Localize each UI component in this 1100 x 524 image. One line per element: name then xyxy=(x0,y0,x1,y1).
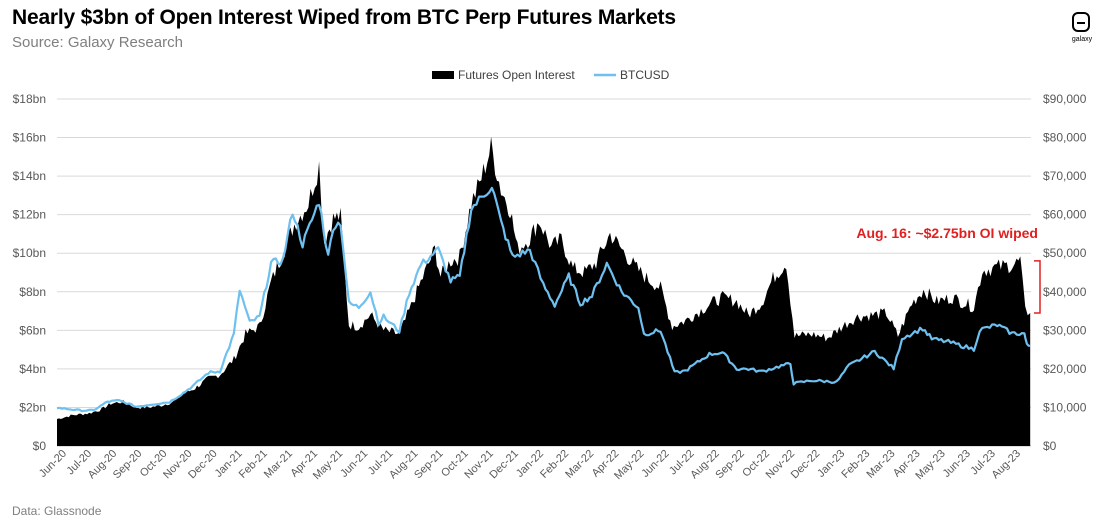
y-right-tick-label: $50,000 xyxy=(1043,246,1087,260)
y-right-tick-label: $80,000 xyxy=(1043,131,1087,145)
galaxy-logo: galaxy xyxy=(1068,12,1096,48)
chart-subtitle: Source: Galaxy Research xyxy=(12,34,183,51)
x-tick-label: Mar-23 xyxy=(864,448,897,481)
y-right-tick-label: $40,000 xyxy=(1043,285,1087,299)
y-left-tick-label: $6bn xyxy=(19,323,46,337)
chart-title: Nearly $3bn of Open Interest Wiped from … xyxy=(12,6,676,29)
legend: Futures Open Interest BTCUSD xyxy=(432,68,670,82)
x-tick-label: Dec-21 xyxy=(487,448,521,482)
y-right-tick-label: $20,000 xyxy=(1043,362,1087,376)
y-left-tick-label: $12bn xyxy=(13,208,46,222)
y-left-tick-label: $18bn xyxy=(13,92,46,106)
y-left-tick-label: $2bn xyxy=(19,400,46,414)
y-right-tick-label: $70,000 xyxy=(1043,169,1087,183)
y-right-tick-label: $90,000 xyxy=(1043,92,1087,106)
y-left-tick-label: $0 xyxy=(33,439,47,453)
series-btcusd xyxy=(56,186,1031,413)
y-right-tick-label: $0 xyxy=(1043,439,1057,453)
y-right-tick-label: $10,000 xyxy=(1043,400,1087,414)
x-tick-label: Jun-22 xyxy=(639,448,671,480)
annotation-label: Aug. 16: ~$2.75bn OI wiped xyxy=(856,225,1038,241)
y-right-tick-label: $30,000 xyxy=(1043,323,1087,337)
data-source-footer: Data: Glassnode xyxy=(12,504,102,518)
y-left-tick-label: $8bn xyxy=(19,285,46,299)
legend-label-btcusd: BTCUSD xyxy=(620,68,670,82)
x-tick-label: Jun-21 xyxy=(338,448,370,480)
y-left-tick-label: $4bn xyxy=(19,362,46,376)
y-left-tick-label: $10bn xyxy=(13,246,46,260)
x-tick-label: Dec-22 xyxy=(789,448,823,482)
x-tick-label: Jun-23 xyxy=(941,448,973,480)
y-right-tick-label: $60,000 xyxy=(1043,208,1087,222)
logo-text: galaxy xyxy=(1071,36,1093,43)
legend-label-futures-open-interest: Futures Open Interest xyxy=(458,68,575,82)
y-left-tick-label: $16bn xyxy=(13,131,46,145)
annotation-bracket xyxy=(1034,260,1041,314)
x-tick-label: Mar-21 xyxy=(262,448,295,481)
x-tick-label: Dec-20 xyxy=(186,448,220,482)
x-tick-label: Mar-22 xyxy=(563,448,596,481)
galaxy-logo-icon xyxy=(1072,12,1090,32)
y-left-tick-label: $14bn xyxy=(13,169,46,183)
x-tick-label: Sep-20 xyxy=(111,448,145,482)
series-futures-open-interest xyxy=(57,136,1031,446)
legend-swatch-futures-open-interest xyxy=(432,71,454,79)
